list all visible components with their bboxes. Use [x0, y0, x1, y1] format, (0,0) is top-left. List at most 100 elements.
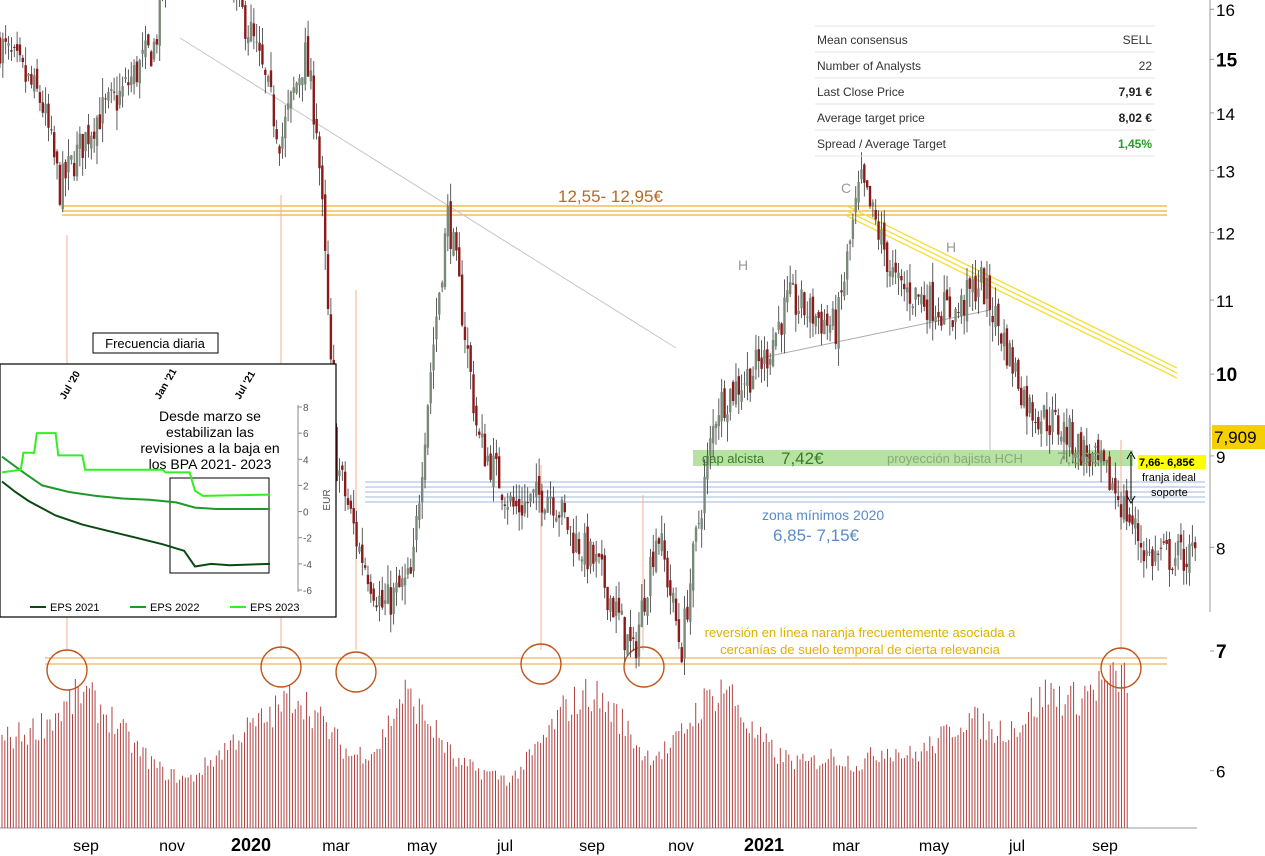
candle-body	[147, 34, 150, 46]
candle-body	[674, 598, 678, 621]
candle-body	[1054, 409, 1057, 413]
candle-body	[623, 617, 626, 651]
candle-body	[1122, 495, 1126, 520]
candle-body	[369, 582, 373, 594]
inset-y-tick-label: 0	[303, 508, 309, 519]
candle-body	[977, 288, 980, 298]
price-axis: 67891011121314151617181920	[1210, 1, 1238, 782]
candle-body	[275, 129, 278, 140]
candle-body	[1068, 418, 1071, 448]
gap-band	[693, 450, 1133, 466]
candle-body	[480, 433, 484, 438]
inset-y-tick-label: -4	[303, 560, 312, 571]
inset-y-tick-label: 2	[303, 481, 309, 492]
candle-body	[917, 294, 920, 297]
candle-body	[403, 577, 407, 586]
candle-body	[506, 506, 509, 510]
candle-body	[466, 345, 470, 349]
candle-body	[1194, 542, 1197, 549]
candle-body	[329, 314, 333, 360]
gap-value: 7,42€	[781, 449, 824, 468]
candle-body	[780, 323, 783, 335]
candle-body	[743, 383, 746, 385]
candle-body	[746, 369, 749, 386]
candle-body	[460, 274, 464, 326]
candle-body	[620, 610, 624, 615]
franja-value: 7,66- 6,85€	[1139, 457, 1195, 469]
candle-body	[87, 124, 90, 145]
candle-body	[680, 647, 683, 663]
candle-body	[512, 497, 515, 507]
candle-body	[903, 283, 906, 290]
time-tick-label: may	[919, 838, 949, 855]
candle-body	[281, 136, 284, 149]
candle-body	[905, 287, 909, 293]
candle-body	[258, 42, 261, 51]
candle-body	[768, 358, 772, 365]
candle-body	[389, 587, 392, 615]
candle-body	[1065, 426, 1069, 445]
inset-note-line: estabilizan las	[166, 424, 254, 440]
candle-body	[1079, 432, 1083, 466]
eps-series-line	[1, 432, 271, 497]
candle-body	[957, 312, 960, 314]
candle-body	[1062, 421, 1066, 443]
candle-body	[1108, 456, 1111, 490]
candle-body	[383, 600, 387, 604]
candle-body	[649, 556, 652, 596]
candle-body	[1011, 347, 1014, 374]
candle-body	[44, 103, 47, 114]
candle-body	[660, 533, 663, 552]
candle-body	[600, 554, 604, 560]
consensus-label: Mean consensus	[817, 33, 908, 47]
candle-body	[828, 324, 832, 333]
candle-body	[923, 295, 926, 307]
candle-body	[723, 388, 726, 418]
price-tick-label: 9	[1216, 448, 1225, 467]
price-tick-label: 8	[1216, 539, 1225, 558]
price-candles	[0, 0, 1197, 675]
candle-body	[543, 509, 547, 514]
candle-body	[1139, 542, 1143, 548]
candle-body	[420, 477, 424, 503]
candle-body	[1082, 440, 1086, 463]
resistance-label: 12,55- 12,95€	[558, 187, 663, 206]
candle-body	[845, 251, 849, 280]
candle-body	[925, 299, 929, 320]
candle-body	[666, 557, 669, 588]
consensus-value: 8,02 €	[1119, 111, 1153, 125]
franja-arrow	[1126, 450, 1136, 505]
candle-body	[24, 65, 27, 82]
candle-body	[1168, 538, 1171, 570]
candle-body	[988, 275, 992, 310]
candle-body	[1185, 563, 1188, 568]
candle-body	[352, 508, 355, 524]
candle-body	[626, 634, 629, 655]
candle-body	[826, 313, 829, 326]
reversion-line-2: cercanías de suelo temporal de cierta re…	[720, 642, 1000, 657]
candle-body	[304, 42, 307, 85]
candle-body	[415, 516, 418, 541]
candle-body	[960, 295, 963, 316]
candle-body	[763, 349, 766, 364]
consensus-value: 1,45%	[1118, 137, 1152, 151]
candle-body	[808, 297, 812, 323]
candle-body	[686, 606, 689, 620]
consensus-value: 22	[1139, 59, 1153, 73]
candle-body	[101, 97, 104, 124]
candle-body	[857, 182, 860, 203]
c-label: C	[841, 180, 851, 196]
candle-body	[495, 452, 498, 459]
candle-body	[566, 517, 569, 530]
candle-body	[21, 57, 25, 63]
candle-body	[372, 588, 375, 601]
candle-body	[446, 206, 450, 237]
candle-body	[141, 49, 144, 54]
candle-body	[423, 444, 427, 481]
candle-body	[900, 276, 903, 281]
candle-body	[486, 455, 489, 462]
candle-body	[586, 526, 589, 570]
resistance-band	[62, 205, 1167, 216]
price-tick-label: 14	[1216, 105, 1235, 124]
candle-body	[1145, 550, 1148, 556]
